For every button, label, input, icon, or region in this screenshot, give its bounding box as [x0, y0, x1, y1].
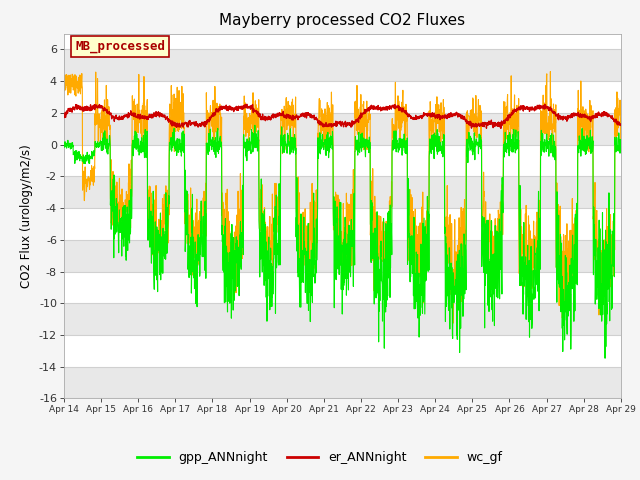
er_ANNnight: [216, 106, 223, 112]
er_ANNnight: [60, 115, 68, 120]
wc_gf: [216, 109, 223, 115]
wc_gf: [547, 69, 554, 74]
gpp_ANNnight: [601, 355, 609, 361]
wc_gf: [568, 225, 576, 230]
Text: MB_processed: MB_processed: [75, 40, 165, 53]
Bar: [64, 49, 621, 81]
er_ANNnight: [584, 114, 591, 120]
gpp_ANNnight: [251, 122, 259, 128]
gpp_ANNnight: [371, 238, 379, 243]
wc_gf: [504, 130, 512, 136]
Y-axis label: CO2 Flux (urology/m2/s): CO2 Flux (urology/m2/s): [20, 144, 33, 288]
Line: gpp_ANNnight: gpp_ANNnight: [64, 125, 621, 358]
Line: wc_gf: wc_gf: [64, 72, 621, 323]
er_ANNnight: [371, 106, 379, 112]
gpp_ANNnight: [568, 274, 575, 280]
er_ANNnight: [505, 115, 513, 121]
gpp_ANNnight: [216, 141, 223, 147]
wc_gf: [60, 75, 68, 81]
er_ANNnight: [617, 121, 625, 127]
gpp_ANNnight: [504, 137, 512, 143]
Line: er_ANNnight: er_ANNnight: [64, 104, 621, 128]
gpp_ANNnight: [617, 139, 625, 144]
gpp_ANNnight: [359, 142, 367, 148]
wc_gf: [358, 133, 366, 139]
gpp_ANNnight: [60, 144, 68, 150]
wc_gf: [584, 111, 591, 117]
Title: Mayberry processed CO2 Fluxes: Mayberry processed CO2 Fluxes: [220, 13, 465, 28]
Bar: [64, 176, 621, 208]
wc_gf: [617, 146, 625, 152]
er_ANNnight: [359, 111, 367, 117]
wc_gf: [449, 320, 457, 326]
Bar: [64, 367, 621, 398]
Bar: [64, 303, 621, 335]
Bar: [64, 240, 621, 272]
Legend: gpp_ANNnight, er_ANNnight, wc_gf: gpp_ANNnight, er_ANNnight, wc_gf: [132, 446, 508, 469]
er_ANNnight: [497, 125, 505, 131]
wc_gf: [371, 234, 378, 240]
Bar: [64, 113, 621, 144]
er_ANNnight: [243, 101, 251, 107]
er_ANNnight: [568, 115, 576, 120]
gpp_ANNnight: [584, 146, 591, 152]
